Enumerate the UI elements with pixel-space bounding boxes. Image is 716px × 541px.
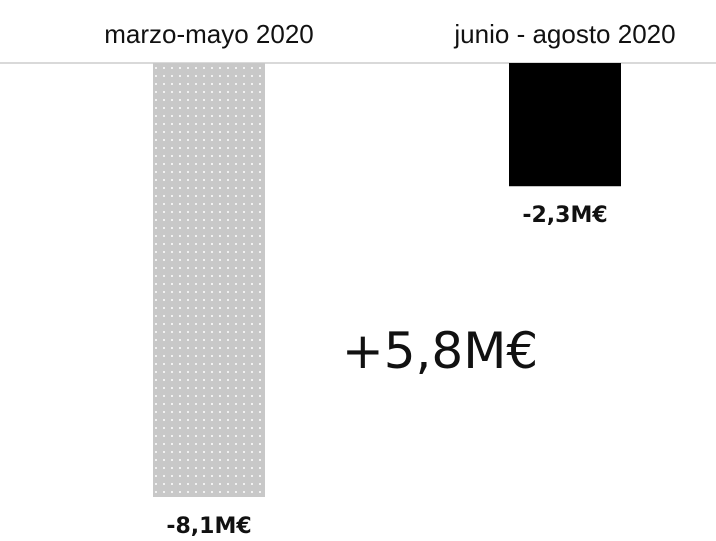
bar-marzo-mayo bbox=[153, 63, 265, 497]
category-label-junio-agosto: junio - agosto 2020 bbox=[453, 19, 675, 49]
category-labels: marzo-mayo 2020 junio - agosto 2020 bbox=[104, 19, 675, 49]
value-labels: -8,1M€ -2,3M€ bbox=[166, 203, 607, 539]
difference-annotation: +5,8M€ bbox=[342, 322, 538, 380]
bar-junio-agosto bbox=[509, 63, 621, 187]
value-label-junio-agosto: -2,3M€ bbox=[522, 203, 607, 228]
bars bbox=[153, 63, 621, 497]
value-label-marzo-mayo: -8,1M€ bbox=[166, 514, 251, 539]
category-label-marzo-mayo: marzo-mayo 2020 bbox=[104, 19, 314, 49]
